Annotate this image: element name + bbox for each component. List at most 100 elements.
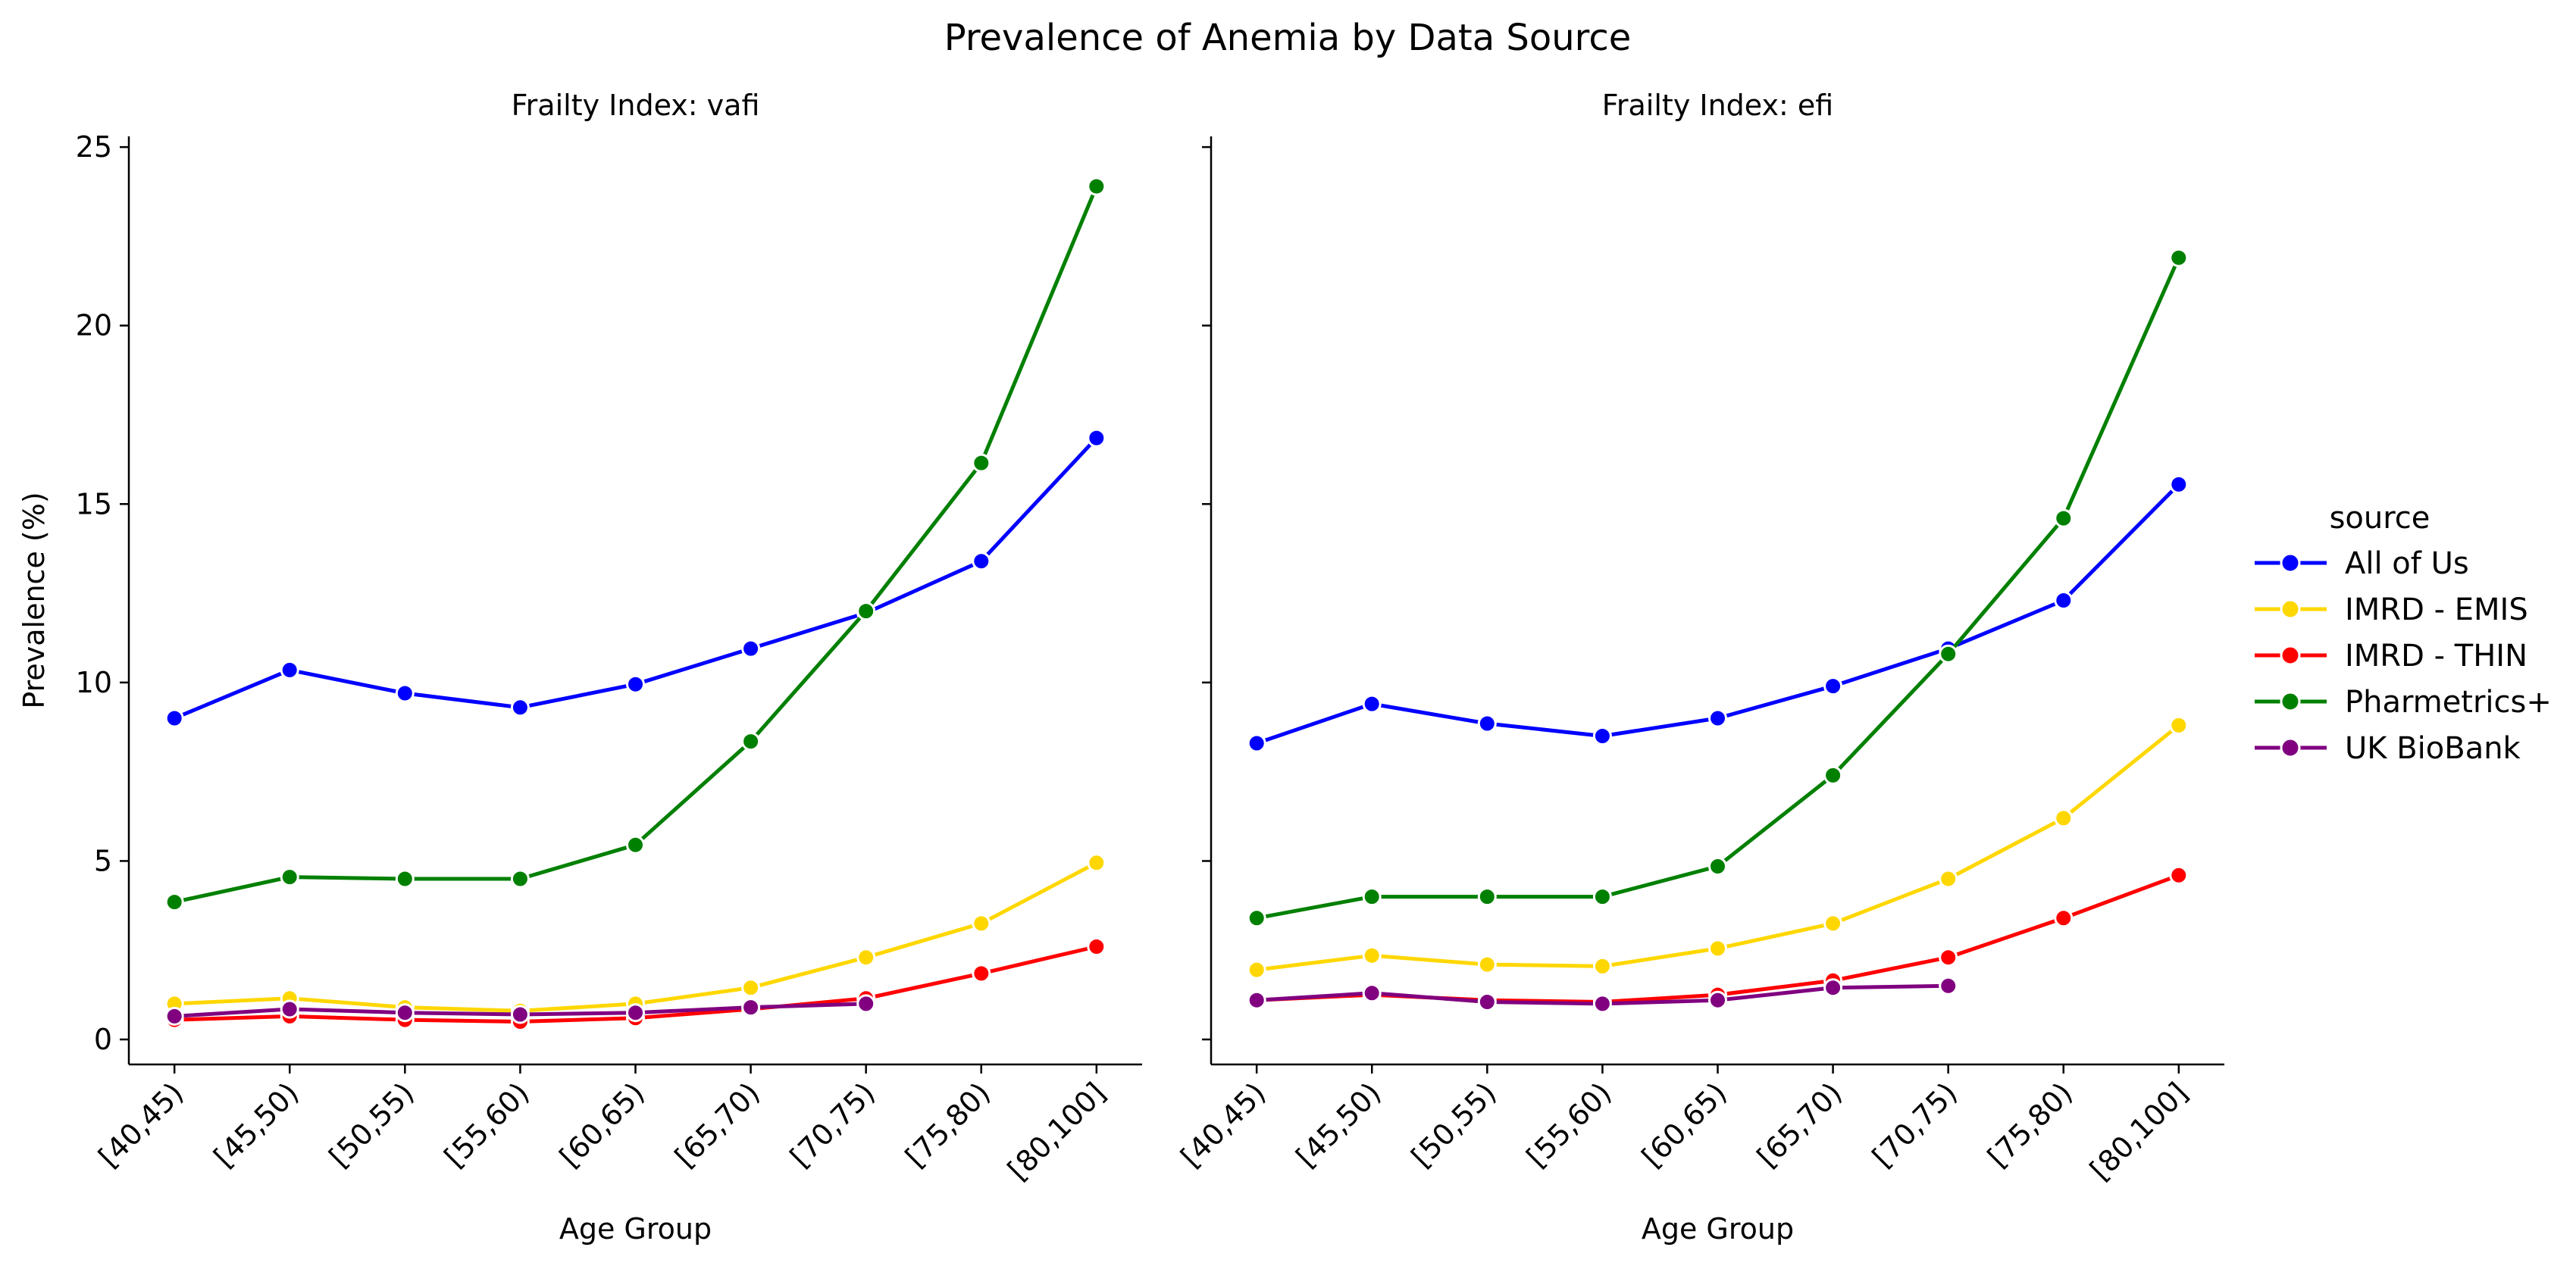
series-all-of-us [164,428,1106,728]
y-tick-label: 10 [76,666,112,699]
data-point [1087,853,1106,873]
x-tick-label: [70,75) [784,1076,881,1174]
series-line-pharmetrics [1256,257,2181,920]
data-point [626,674,645,694]
data-point [395,1003,415,1023]
panel-2: Frailty Index: efi[40,45) [45,50) [50,55)[… [1175,89,2224,1246]
y-tick-label: 20 [76,309,112,342]
series-line-imrd-emis [1256,724,2180,972]
data-point [1592,994,1612,1014]
x-axis-label: Age Group [559,1212,712,1246]
data-point [1247,960,1266,980]
data-point [1708,857,1727,876]
data-point [626,835,645,855]
data-point [2054,508,2074,528]
x-tick-label: [80,100] [2083,1076,2194,1186]
chart-title: Prevalence of Anemia by Data Source [944,17,1632,59]
series-pharmetrics [164,177,1106,912]
data-point [2169,474,2189,494]
data-point [280,999,299,1019]
data-point [280,867,299,887]
data-point [1362,983,1382,1003]
data-point [1708,708,1727,728]
legend-swatch-marker [2280,552,2301,574]
data-point [1247,733,1266,753]
data-point [972,914,991,933]
data-point [1939,644,1958,664]
data-point [1823,765,1843,785]
legend-title: source [2330,501,2430,536]
data-point [2054,591,2074,610]
data-point [1087,937,1106,956]
data-point [1592,887,1612,907]
legend-label: IMRD - EMIS [2345,592,2528,627]
data-point [741,732,761,752]
data-point [510,869,530,889]
data-point [1592,956,1612,976]
legend-swatch-marker [2280,691,2301,712]
data-point [2169,715,2189,735]
series-uk-biobank [164,994,876,1026]
data-point [1247,990,1266,1010]
data-point [741,998,761,1017]
x-tick-label: [70,75) [1866,1076,1964,1174]
data-point [1939,976,1958,996]
y-tick-label: 5 [94,844,112,877]
x-tick-label: [60,65) [1635,1076,1733,1174]
data-point [1247,908,1266,928]
data-point [164,1006,184,1026]
data-point [1823,677,1843,696]
series-line-pharmetrics [174,186,1099,905]
data-point [856,994,876,1014]
data-point [2054,808,2074,828]
data-point [1823,914,1843,933]
data-point [2169,865,2189,885]
x-tick-label: [40,45) [92,1076,190,1174]
series-pharmetrics [1247,248,2189,928]
series-line-all-of-us [1256,483,2180,745]
legend-label: Pharmetrics+ [2345,685,2552,720]
x-tick-label: [75,80) [899,1076,997,1174]
data-point [395,869,415,889]
data-point [395,683,415,703]
data-point [856,602,876,621]
data-point [1362,887,1382,907]
series-all-of-us [1247,474,2189,753]
data-point [1708,939,1727,958]
legend-label: All of Us [2345,546,2469,581]
x-tick-label: [75,80) [1981,1076,2079,1174]
data-point [164,892,184,912]
legend-entry-pharmetrics: Pharmetrics+ [2255,685,2552,720]
data-point [1477,714,1497,733]
legend-swatch-marker [2280,599,2301,620]
x-tick-label: [50,55) [323,1076,421,1174]
x-tick-label: [50,55) [1405,1076,1503,1174]
data-point [280,660,299,680]
data-point [1477,955,1497,974]
data-point [741,639,761,658]
legend-entry-uk-biobank: UK BioBank [2255,731,2521,766]
data-point [1087,177,1106,196]
legend-entry-imrd-emis: IMRD - EMIS [2255,592,2528,627]
data-point [1477,887,1497,907]
series-imrd-thin [1247,865,2189,1011]
legend-swatch-marker [2280,645,2301,666]
data-point [1708,990,1727,1010]
data-point [1823,978,1843,998]
x-tick-label: [80,100] [1001,1076,1112,1186]
legend-entry-all-of-us: All of Us [2255,546,2469,581]
series-line-imrd-thin [1257,873,2180,1004]
legend-label: UK BioBank [2345,731,2521,766]
legend-label: IMRD - THIN [2345,639,2527,674]
x-axis-label: Age Group [1642,1212,1794,1246]
panel-1: Frailty Index: vafi 0 5 10 15 20 25 [40,45) [45,… [17,89,1142,1246]
data-point [741,978,761,998]
x-tick-label: [65,70) [1751,1076,1848,1174]
data-point [626,1003,645,1023]
legend-entry-imrd-thin: IMRD - THIN [2255,639,2527,674]
data-point [164,708,184,728]
data-point [1362,694,1382,714]
y-axis-label: Prevalence (%) [17,492,51,708]
series-imrd-emis [1247,715,2189,980]
